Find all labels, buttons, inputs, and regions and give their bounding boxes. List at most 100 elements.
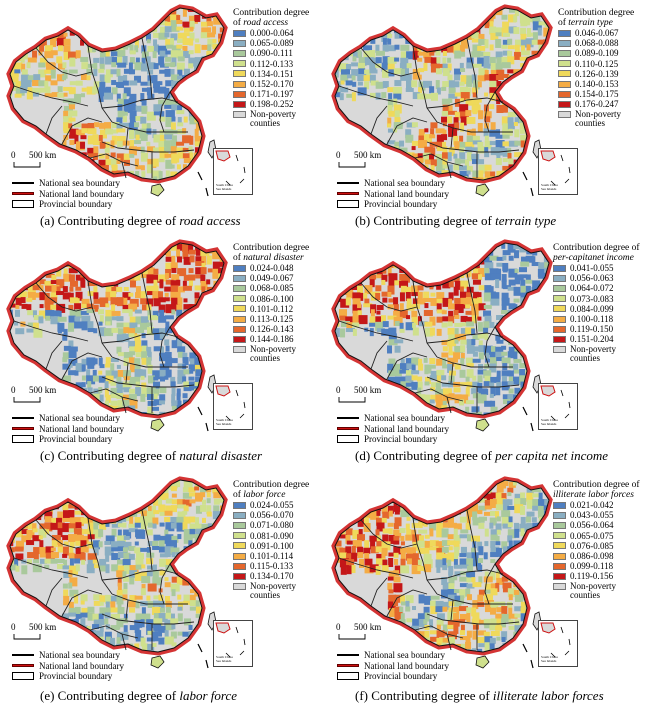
county-cell (44, 522, 53, 532)
county-cell (159, 400, 166, 405)
county-cell (134, 75, 142, 83)
county-cell (159, 333, 165, 339)
county-cell (165, 50, 173, 55)
county-cell (10, 529, 11, 536)
national-sea-boundary (522, 406, 534, 432)
county-cell (544, 376, 549, 381)
county-cell (69, 565, 79, 575)
county-cell (182, 8, 187, 17)
county-cell (93, 243, 101, 245)
county-cell (212, 304, 219, 313)
county-cell (134, 595, 143, 600)
legend-subtitle: per-capitanet income (553, 253, 634, 263)
county-cell (429, 327, 435, 336)
county-cell (478, 110, 484, 120)
county-cell (153, 673, 159, 677)
legend-class-label: 0.049-0.067 (250, 273, 294, 284)
county-cell (134, 364, 141, 372)
county-cell (478, 285, 488, 291)
county-cell (165, 559, 172, 568)
county-cell (327, 189, 331, 197)
county-cell (99, 394, 104, 402)
county-cell (2, 9, 9, 17)
county-cell (116, 570, 125, 578)
county-cell (466, 363, 474, 368)
county-cell (369, 15, 379, 24)
county-cell (435, 50, 441, 56)
county-cell (507, 182, 511, 191)
county-cell (195, 577, 204, 583)
county-cell (201, 171, 207, 179)
county-cell (212, 309, 222, 318)
county-cell (405, 80, 412, 90)
county-cell (158, 140, 166, 150)
county-cell (497, 436, 502, 442)
county-cell (544, 63, 549, 73)
county-cell (134, 244, 141, 253)
county-cell (497, 183, 503, 189)
county-cell (123, 116, 128, 123)
county-cell (418, 358, 423, 365)
county-cell (188, 570, 197, 575)
county-cell (358, 315, 368, 325)
county-cell (111, 27, 121, 36)
county-cell (194, 486, 200, 491)
county-cell (33, 559, 40, 564)
county-cell (147, 9, 155, 19)
county-cell (449, 430, 455, 439)
county-cell (152, 129, 157, 139)
county-cell (116, 346, 122, 354)
county-cell (140, 134, 148, 142)
county-cell (219, 547, 224, 556)
county-cell (489, 129, 498, 137)
county-cell (10, 406, 12, 413)
county-cell (213, 601, 219, 611)
county-cell (329, 56, 335, 65)
county-cell (345, 328, 355, 333)
county-cell (418, 68, 425, 73)
county-cell (507, 147, 512, 156)
county-cell (134, 619, 143, 628)
county-cell (387, 99, 393, 108)
county-cell (183, 387, 192, 392)
county-cell (495, 431, 503, 437)
county-cell (164, 516, 171, 522)
county-cell (460, 339, 468, 345)
county-cell (405, 273, 410, 283)
county-cell (129, 201, 138, 209)
county-cell (14, 93, 22, 98)
county-cell (459, 425, 464, 429)
county-cell (526, 117, 535, 122)
county-cell (116, 316, 124, 322)
county-cell (111, 57, 120, 66)
county-cell (206, 62, 214, 68)
county-cell (45, 315, 51, 321)
county-cell (399, 8, 405, 9)
county-cell (508, 388, 514, 394)
county-cell (116, 595, 124, 605)
county-cell (56, 21, 62, 28)
county-cell (123, 105, 133, 113)
county-cell (206, 570, 211, 577)
county-cell (170, 613, 175, 619)
county-cell (436, 309, 445, 314)
county-cell (129, 364, 138, 373)
county-cell (195, 412, 200, 415)
county-cell (364, 15, 374, 20)
county-cell (436, 33, 446, 39)
county-cell (188, 86, 195, 93)
county-cell (441, 134, 448, 141)
county-cell (129, 577, 135, 585)
county-cell (104, 328, 114, 337)
county-cell (99, 122, 108, 129)
county-cell (177, 504, 187, 509)
county-cell (122, 249, 130, 254)
county-cell (116, 589, 123, 598)
county-cell (411, 146, 416, 151)
county-cell (159, 152, 169, 159)
county-cell (158, 297, 166, 303)
county-cell (87, 321, 94, 331)
county-cell (489, 382, 495, 387)
county-cell (417, 381, 423, 390)
legend-class-label: 0.144-0.186 (250, 334, 294, 345)
